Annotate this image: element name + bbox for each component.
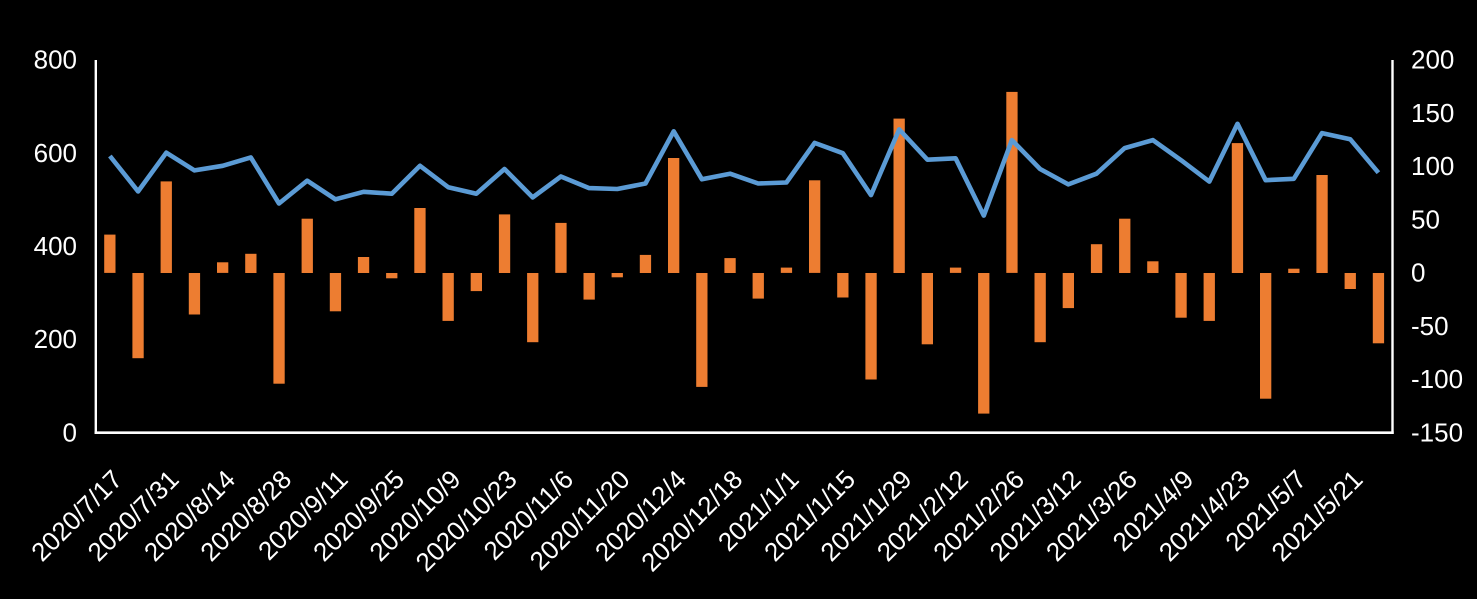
svg-text:100: 100 [1411, 151, 1454, 181]
svg-text:0: 0 [63, 417, 77, 447]
svg-text:400: 400 [34, 231, 77, 261]
svg-text:0: 0 [1411, 258, 1425, 288]
svg-text:50: 50 [1411, 204, 1440, 234]
svg-text:-50: -50 [1411, 311, 1449, 341]
svg-text:800: 800 [34, 45, 77, 75]
svg-text:600: 600 [34, 138, 77, 168]
svg-text:-100: -100 [1411, 364, 1463, 394]
svg-text:200: 200 [34, 324, 77, 354]
svg-text:150: 150 [1411, 98, 1454, 128]
svg-text:-150: -150 [1411, 417, 1463, 447]
svg-text:200: 200 [1411, 45, 1454, 75]
